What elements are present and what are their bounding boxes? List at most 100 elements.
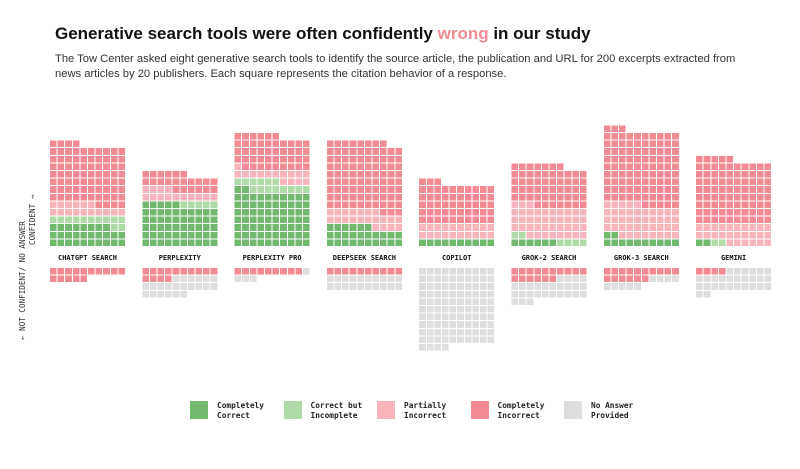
square-completely-incorrect bbox=[419, 186, 426, 193]
square-completely-incorrect bbox=[57, 163, 65, 170]
square-completely-incorrect bbox=[80, 193, 87, 201]
square-completely-correct bbox=[619, 239, 626, 246]
square-completely-incorrect bbox=[380, 148, 387, 155]
square-partially-incorrect bbox=[579, 216, 587, 224]
square-no-answer bbox=[726, 268, 734, 275]
square-completely-incorrect bbox=[756, 216, 764, 224]
square-partially-incorrect bbox=[557, 231, 564, 239]
square-completely-incorrect bbox=[619, 193, 626, 201]
square-no-answer bbox=[426, 283, 434, 290]
square-no-answer bbox=[487, 283, 495, 290]
square-completely-incorrect bbox=[303, 155, 310, 163]
square-completely-incorrect bbox=[326, 201, 334, 208]
square-no-answer bbox=[487, 275, 495, 283]
square-completely-incorrect bbox=[118, 178, 125, 186]
square-partially-incorrect bbox=[664, 231, 672, 239]
square-completely-incorrect bbox=[295, 155, 302, 163]
legend: Completely Correct Correct but Incomplete… bbox=[0, 401, 800, 431]
square-no-answer bbox=[434, 306, 441, 313]
square-no-answer bbox=[534, 283, 541, 290]
square-completely-incorrect bbox=[442, 216, 449, 224]
square-completely-incorrect bbox=[657, 201, 664, 208]
square-completely-incorrect bbox=[380, 140, 387, 148]
square-completely-incorrect bbox=[649, 268, 656, 275]
square-partially-incorrect bbox=[603, 224, 611, 231]
square-completely-incorrect bbox=[380, 209, 387, 216]
square-partially-incorrect bbox=[72, 201, 80, 208]
square-completely-incorrect bbox=[641, 186, 649, 193]
square-correct-but-incomplete bbox=[579, 239, 587, 246]
square-completely-incorrect bbox=[619, 133, 626, 140]
square-no-answer bbox=[187, 275, 195, 283]
square-completely-incorrect bbox=[372, 148, 380, 155]
square-completely-incorrect bbox=[619, 186, 626, 193]
square-completely-correct bbox=[249, 201, 257, 208]
square-completely-incorrect bbox=[50, 186, 57, 193]
square-completely-correct bbox=[180, 209, 187, 216]
square-completely-incorrect bbox=[295, 163, 302, 170]
square-partially-incorrect bbox=[756, 239, 764, 246]
square-completely-incorrect bbox=[741, 201, 749, 208]
square-completely-incorrect bbox=[334, 178, 342, 186]
square-completely-incorrect bbox=[603, 133, 611, 140]
square-completely-incorrect bbox=[426, 216, 434, 224]
square-completely-incorrect bbox=[395, 209, 402, 216]
square-partially-incorrect bbox=[711, 224, 718, 231]
square-completely-correct bbox=[249, 224, 257, 231]
square-completely-incorrect bbox=[711, 186, 718, 193]
square-no-answer bbox=[664, 275, 672, 283]
axis-label-not-confident: ← NOT CONFIDENT/ NO ANSWER bbox=[18, 221, 27, 340]
square-completely-incorrect bbox=[480, 209, 487, 216]
square-partially-incorrect bbox=[764, 239, 772, 246]
square-completely-incorrect bbox=[165, 268, 172, 275]
square-completely-incorrect bbox=[672, 133, 679, 140]
square-completely-incorrect bbox=[242, 140, 249, 148]
square-no-answer bbox=[434, 283, 441, 290]
square-completely-incorrect bbox=[611, 193, 618, 201]
square-completely-incorrect bbox=[72, 268, 80, 275]
square-no-answer bbox=[449, 321, 457, 328]
square-completely-correct bbox=[295, 231, 302, 239]
square-completely-incorrect bbox=[303, 163, 310, 170]
square-completely-correct bbox=[195, 209, 203, 216]
square-partially-incorrect bbox=[449, 231, 457, 239]
square-completely-incorrect bbox=[711, 155, 718, 163]
square-completely-incorrect bbox=[364, 178, 372, 186]
square-completely-incorrect bbox=[80, 186, 87, 193]
square-no-answer bbox=[472, 336, 479, 343]
square-no-answer bbox=[564, 290, 572, 298]
square-no-answer bbox=[434, 275, 441, 283]
square-completely-incorrect bbox=[718, 193, 726, 201]
square-completely-incorrect bbox=[741, 186, 749, 193]
square-completely-correct bbox=[165, 216, 172, 224]
square-completely-correct bbox=[272, 231, 280, 239]
square-completely-incorrect bbox=[372, 201, 380, 208]
square-partially-incorrect bbox=[579, 231, 587, 239]
tool-label: COPILOT bbox=[442, 254, 472, 262]
square-completely-incorrect bbox=[634, 163, 641, 170]
square-completely-correct bbox=[534, 239, 541, 246]
square-completely-incorrect bbox=[696, 163, 703, 170]
square-no-answer bbox=[419, 336, 426, 343]
square-completely-incorrect bbox=[349, 193, 357, 201]
square-correct-but-incomplete bbox=[519, 231, 526, 239]
square-completely-incorrect bbox=[611, 186, 618, 193]
square-completely-correct bbox=[603, 231, 611, 239]
square-completely-correct bbox=[72, 231, 80, 239]
square-correct-but-incomplete bbox=[50, 216, 57, 224]
square-partially-incorrect bbox=[287, 178, 295, 186]
square-completely-incorrect bbox=[756, 163, 764, 170]
square-completely-incorrect bbox=[480, 201, 487, 208]
square-completely-incorrect bbox=[449, 201, 457, 208]
square-completely-correct bbox=[242, 209, 249, 216]
square-completely-incorrect bbox=[718, 201, 726, 208]
square-completely-incorrect bbox=[334, 171, 342, 178]
square-no-answer bbox=[734, 283, 741, 290]
square-completely-incorrect bbox=[357, 140, 364, 148]
square-partially-incorrect bbox=[657, 224, 664, 231]
square-partially-incorrect bbox=[372, 224, 380, 231]
square-completely-correct bbox=[287, 209, 295, 216]
square-completely-incorrect bbox=[157, 275, 165, 283]
square-completely-correct bbox=[203, 231, 210, 239]
square-no-answer bbox=[187, 283, 195, 290]
